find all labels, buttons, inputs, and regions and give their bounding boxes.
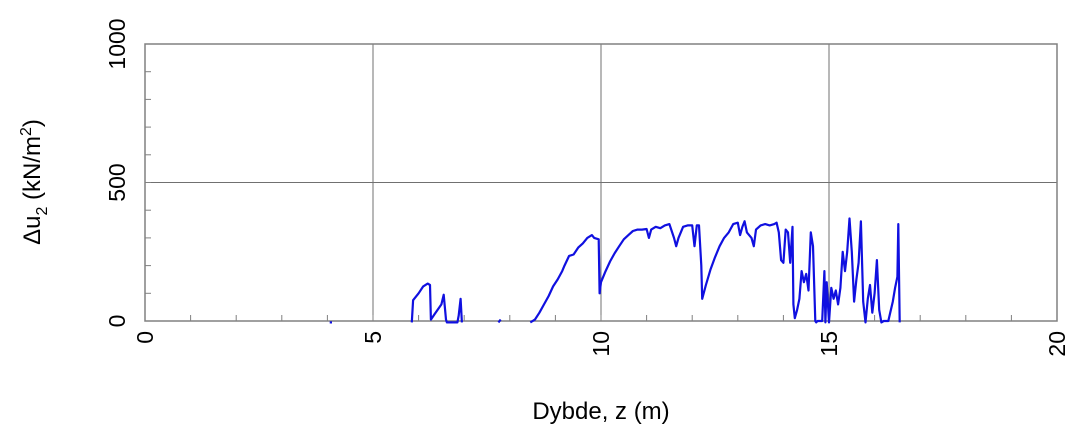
series-line — [529, 217, 901, 324]
y-axis-title: Δu2 (kN/m2) — [18, 119, 51, 245]
x-tick-label: 5 — [360, 331, 386, 344]
series-line — [410, 282, 463, 324]
y-axis-title-unit: (kN/m — [19, 136, 46, 207]
x-tick-label: 20 — [1044, 331, 1070, 357]
x-axis-title: Dybde, z (m) — [532, 398, 669, 425]
grid-lines — [145, 44, 1057, 321]
x-tick-label: 0 — [132, 331, 158, 344]
plot-area-frame — [144, 43, 1058, 322]
y-tick-label: 1000 — [104, 18, 130, 69]
y-tick-label: 500 — [104, 163, 130, 201]
y-tick-label: 0 — [104, 315, 130, 328]
y-axis-title-symbol: Δu — [19, 216, 46, 245]
y-axis-title-close: ) — [19, 119, 46, 127]
y-tick-labels: 0 500 1000 — [104, 18, 130, 327]
x-tick-label: 10 — [588, 331, 614, 357]
x-tick-labels: 0 5 10 15 20 — [132, 331, 1070, 357]
y-axis-title-superscript: 2 — [18, 127, 35, 136]
x-tick-label: 15 — [816, 331, 842, 357]
series-line — [497, 318, 502, 324]
series-layer — [329, 217, 901, 324]
y-axis-title-subscript: 2 — [34, 207, 51, 216]
